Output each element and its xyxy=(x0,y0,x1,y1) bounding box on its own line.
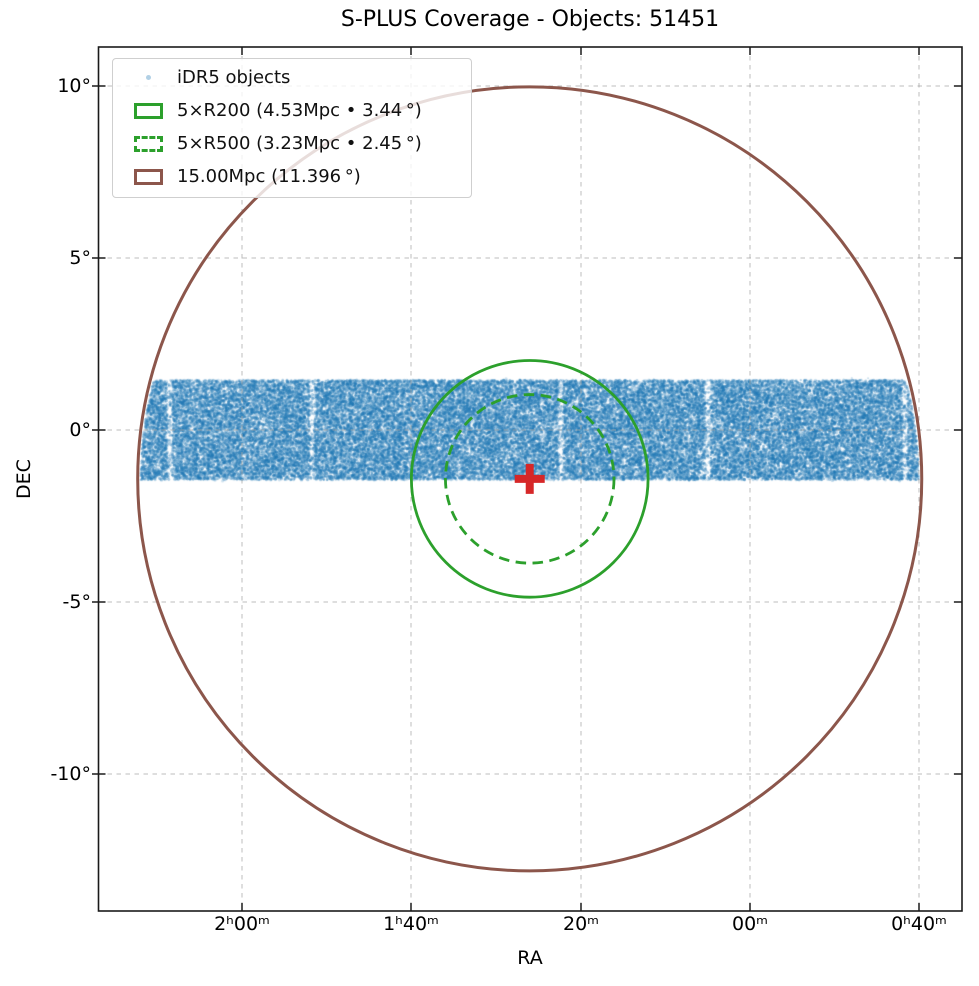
x-tick-label: 1ʰ40ᵐ xyxy=(383,913,439,935)
scatter-marker-swatch xyxy=(134,70,163,86)
legend-label: iDR5 objects xyxy=(177,67,291,88)
tick-marks xyxy=(92,47,962,911)
y-tick-label: -5° xyxy=(62,591,91,613)
legend-item-r200: 5×R200 (4.53Mpc • 3.44 °) xyxy=(113,94,471,127)
r500-circle xyxy=(444,393,616,565)
cluster-center-marker xyxy=(514,463,545,494)
legend-item-r500: 5×R500 (3.23Mpc • 2.45 °) xyxy=(113,127,471,160)
overlay-shapes xyxy=(136,85,924,873)
x-tick-label: 00ᵐ xyxy=(731,913,768,935)
plot-frame xyxy=(97,46,963,912)
legend-item-idr5: iDR5 objects xyxy=(113,61,471,94)
legend-label: 5×R500 (3.23Mpc • 2.45 °) xyxy=(177,133,422,154)
scatter-dot-icon xyxy=(146,75,151,80)
axes-frame xyxy=(92,46,963,912)
r500-swatch xyxy=(134,135,163,152)
legend-item-15mpc: 15.00Mpc (11.396 °) xyxy=(113,160,471,193)
r200-circle xyxy=(409,359,650,599)
legend-label: 15.00Mpc (11.396 °) xyxy=(177,166,361,187)
x-tick-label: 0ʰ40ᵐ xyxy=(891,913,947,935)
y-axis-label: DEC xyxy=(13,459,35,499)
x-axis-label: RA xyxy=(517,947,543,969)
y-tick-label: 5° xyxy=(69,247,91,269)
y-tick-label: -10° xyxy=(50,763,91,785)
mpc15-swatch xyxy=(134,168,163,185)
y-tick-label: 10° xyxy=(57,75,91,97)
plot-title: S-PLUS Coverage - Objects: 51451 xyxy=(340,7,720,32)
r200-swatch xyxy=(134,102,163,119)
legend: iDR5 objects 5×R200 (4.53Mpc • 3.44 °) 5… xyxy=(112,58,472,198)
x-tick-label: 20ᵐ xyxy=(562,913,599,935)
legend-label: 5×R200 (4.53Mpc • 3.44 °) xyxy=(177,100,422,121)
mpc15-circle xyxy=(136,85,924,873)
y-tick-label: 0° xyxy=(69,419,91,441)
x-tick-label: 2ʰ00ᵐ xyxy=(214,913,270,935)
